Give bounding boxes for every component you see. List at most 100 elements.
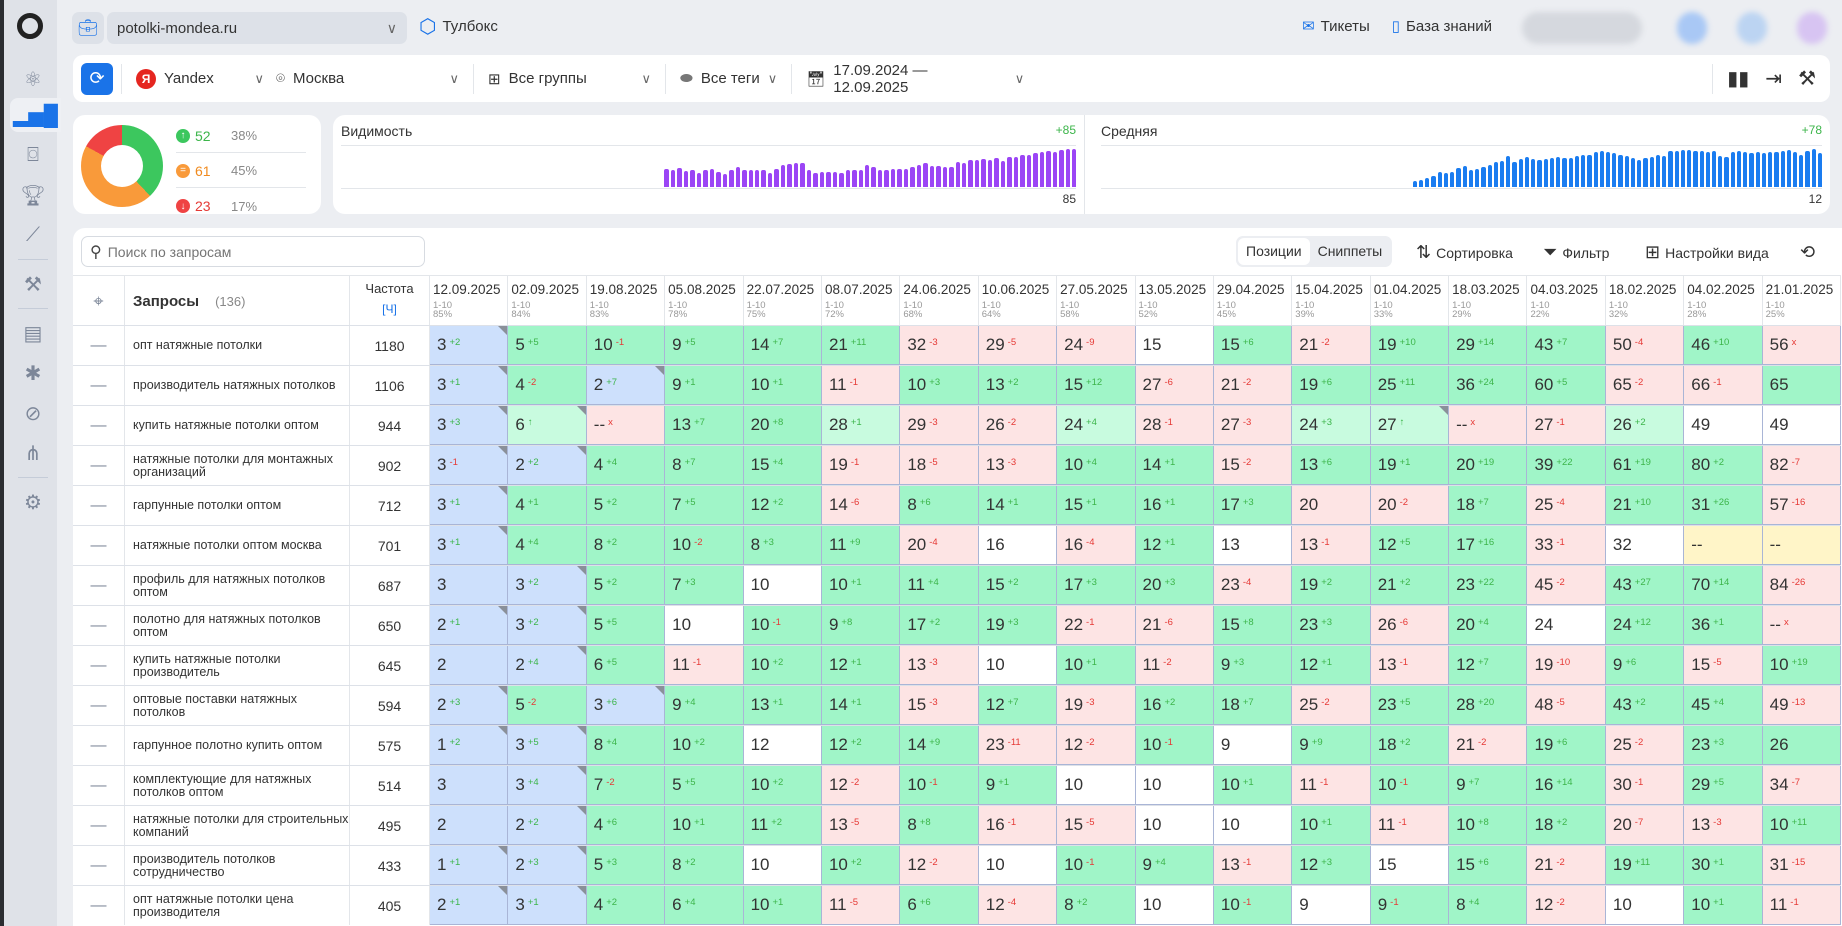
position-cell[interactable]: 33 -1 bbox=[1527, 526, 1606, 565]
date-column-header[interactable]: 22.07.2025 1-10 75% bbox=[744, 276, 822, 326]
position-cell[interactable]: 80 +2 bbox=[1684, 446, 1763, 485]
position-cell[interactable]: 13 -1 bbox=[1292, 526, 1371, 565]
position-cell[interactable]: 12 -2 bbox=[1057, 726, 1136, 765]
position-cell[interactable]: 13 +1 bbox=[743, 686, 822, 725]
position-cell[interactable]: 2 +1 bbox=[430, 886, 509, 925]
tags-select[interactable]: ⬬ Все теги ∨ bbox=[674, 70, 783, 87]
position-cell[interactable]: 14 +1 bbox=[821, 686, 901, 725]
position-cell[interactable]: 6 +4 bbox=[665, 886, 744, 925]
date-column-header[interactable]: 19.08.2025 1-10 83% bbox=[587, 276, 666, 326]
tools-icon[interactable]: ⚒ bbox=[1798, 68, 1816, 90]
position-cell[interactable]: 26 +2 bbox=[1605, 406, 1685, 445]
position-cell[interactable]: 9 +6 bbox=[1605, 646, 1685, 685]
position-cell[interactable]: 5 -2 bbox=[508, 686, 587, 725]
position-cell[interactable]: 29 -3 bbox=[900, 406, 979, 445]
position-cell[interactable]: 16 -1 bbox=[978, 806, 1058, 845]
position-cell[interactable]: 46 +10 bbox=[1684, 326, 1763, 365]
position-cell[interactable]: 24 +4 bbox=[1057, 406, 1136, 445]
briefcase-icon[interactable]: 💼︎ bbox=[72, 12, 104, 44]
position-cell[interactable]: 3 +1 bbox=[430, 486, 509, 525]
position-cell[interactable]: 3 -1 bbox=[430, 446, 509, 485]
position-cell[interactable]: 15 +12 bbox=[1057, 366, 1136, 405]
position-cell[interactable]: 5 +2 bbox=[586, 566, 666, 605]
query-text[interactable]: купить натяжные потолки производитель bbox=[125, 646, 350, 685]
position-cell[interactable]: 84 -26 bbox=[1762, 566, 1842, 605]
position-cell[interactable]: 21 -2 bbox=[1449, 726, 1528, 765]
position-cell[interactable]: 39 +22 bbox=[1527, 446, 1606, 485]
position-cell[interactable]: 36 +24 bbox=[1449, 366, 1528, 405]
date-column-header[interactable]: 02.09.2025 1-10 84% bbox=[508, 276, 587, 326]
position-cell[interactable]: 10 bbox=[1135, 806, 1214, 845]
position-cell[interactable]: 19 -3 bbox=[1057, 686, 1136, 725]
position-cell[interactable]: 3 +4 bbox=[508, 766, 587, 805]
position-cell[interactable]: 2 +7 bbox=[586, 366, 666, 405]
gear-icon[interactable]: ⚙ bbox=[24, 491, 42, 514]
query-text[interactable]: натяжные потолки для строительных компан… bbox=[125, 806, 350, 845]
position-cell[interactable]: 10 bbox=[743, 566, 822, 605]
position-cell[interactable]: 21 -6 bbox=[1135, 606, 1214, 645]
position-cell[interactable]: 10 bbox=[1135, 766, 1214, 805]
frequency-mode[interactable]: [Ч] bbox=[382, 302, 397, 316]
date-column-header[interactable]: 08.07.2025 1-10 72% bbox=[822, 276, 901, 326]
position-cell[interactable]: 10 bbox=[743, 846, 822, 885]
position-cell[interactable]: 28 -1 bbox=[1135, 406, 1214, 445]
position-cell[interactable]: 3 +2 bbox=[508, 606, 587, 645]
date-column-header[interactable]: 15.04.2025 1-10 39% bbox=[1292, 276, 1371, 326]
row-toggle[interactable]: — bbox=[73, 486, 125, 525]
position-cell[interactable]: 16 +14 bbox=[1527, 766, 1606, 805]
position-cell[interactable]: 2 +2 bbox=[508, 806, 587, 845]
position-cell[interactable]: 7 -2 bbox=[586, 766, 666, 805]
position-cell[interactable]: 10 +3 bbox=[900, 366, 979, 405]
position-cell[interactable]: 20 -2 bbox=[1370, 486, 1450, 525]
position-cell[interactable]: 2 +2 bbox=[508, 446, 587, 485]
position-cell[interactable]: -- x bbox=[586, 406, 666, 445]
position-cell[interactable]: 5 +5 bbox=[586, 606, 666, 645]
position-cell[interactable]: 11 -1 bbox=[665, 646, 744, 685]
position-cell[interactable]: 21 +11 bbox=[821, 326, 901, 365]
position-cell[interactable]: 12 +5 bbox=[1370, 526, 1450, 565]
query-text[interactable]: опт натяжные потолки bbox=[125, 326, 350, 365]
position-cell[interactable]: 3 +6 bbox=[586, 686, 666, 725]
date-column-header[interactable]: 04.03.2025 1-10 22% bbox=[1527, 276, 1606, 326]
position-cell[interactable]: 43 +7 bbox=[1527, 326, 1606, 365]
row-toggle[interactable]: — bbox=[73, 846, 125, 885]
position-cell[interactable]: 8 +2 bbox=[665, 846, 744, 885]
position-cell[interactable]: 10 -1 bbox=[743, 606, 822, 645]
position-cell[interactable]: 10 -2 bbox=[665, 526, 744, 565]
position-cell[interactable]: 13 bbox=[1213, 526, 1293, 565]
position-cell[interactable]: 25 +11 bbox=[1370, 366, 1450, 405]
messages-icon[interactable] bbox=[1737, 12, 1767, 44]
position-cell[interactable]: 45 -2 bbox=[1527, 566, 1606, 605]
position-cell[interactable]: 29 +5 bbox=[1684, 766, 1763, 805]
position-cell[interactable]: 21 -2 bbox=[1292, 326, 1371, 365]
position-cell[interactable]: 12 +3 bbox=[1292, 846, 1371, 885]
position-cell[interactable]: 9 +1 bbox=[665, 366, 744, 405]
position-cell[interactable]: 12 -4 bbox=[978, 886, 1058, 925]
position-cell[interactable]: 2 +1 bbox=[430, 606, 509, 645]
position-cell[interactable]: 10 +2 bbox=[743, 646, 822, 685]
region-select[interactable]: ⌾ Москва ∨ bbox=[270, 70, 465, 87]
position-cell[interactable]: 4 -2 bbox=[508, 366, 587, 405]
position-cell[interactable]: 8 +8 bbox=[900, 806, 979, 845]
refresh-button[interactable]: ⟳ bbox=[81, 62, 113, 95]
position-cell[interactable]: 18 +2 bbox=[1370, 726, 1450, 765]
position-cell[interactable]: 10 -1 bbox=[1213, 886, 1293, 925]
position-cell[interactable]: 12 +1 bbox=[1135, 526, 1214, 565]
position-cell[interactable]: 49 bbox=[1762, 406, 1842, 445]
position-cell[interactable]: 19 +2 bbox=[1292, 566, 1371, 605]
position-cell[interactable]: 14 +1 bbox=[978, 486, 1058, 525]
position-cell[interactable]: 9 bbox=[1292, 886, 1371, 925]
position-cell[interactable]: 17 +2 bbox=[900, 606, 979, 645]
position-cell[interactable]: 16 +1 bbox=[1135, 486, 1214, 525]
position-cell[interactable]: 60 +5 bbox=[1527, 366, 1606, 405]
position-cell[interactable]: 10 -1 bbox=[900, 766, 979, 805]
frequency-header[interactable]: Частота [Ч] bbox=[350, 276, 430, 326]
position-cell[interactable]: 65 -2 bbox=[1605, 366, 1685, 405]
sitemap-icon[interactable]: ⋔ bbox=[24, 442, 42, 465]
position-cell[interactable]: 16 bbox=[978, 526, 1058, 565]
notification-icon[interactable] bbox=[1677, 12, 1707, 44]
tab-snippets[interactable]: Сниппеты bbox=[1317, 243, 1383, 259]
position-cell[interactable]: 4 +4 bbox=[508, 526, 587, 565]
position-cell[interactable]: 13 +2 bbox=[978, 366, 1058, 405]
position-cell[interactable]: 27 -1 bbox=[1527, 406, 1606, 445]
